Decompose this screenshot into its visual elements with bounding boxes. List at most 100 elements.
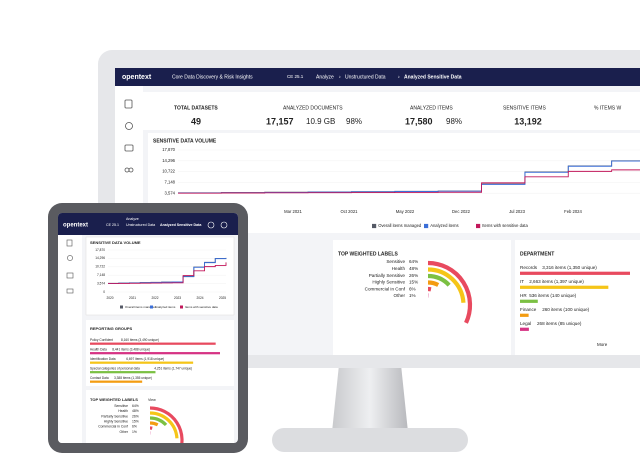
y-tick-label: 17,870 (95, 248, 105, 252)
icon[interactable] (66, 239, 73, 247)
legend-label: Analyzed items (155, 305, 176, 309)
x-tick-label: 2023 (174, 296, 181, 300)
icon[interactable] (66, 288, 74, 294)
icon[interactable] (67, 255, 73, 261)
x-tick-label: Feb 2024 (564, 209, 582, 214)
labels-panel (333, 240, 511, 355)
tablet-app: opentext CE 25.1 Analyze Unstructured Da… (58, 213, 238, 443)
legend-swatch (180, 305, 183, 309)
row-detail: 8,160 items (3,490 unique) (121, 338, 159, 342)
panel-title: DEPARTMENT (520, 251, 554, 257)
stat-value: 49 (191, 116, 201, 126)
label-name: Sensitive (114, 404, 128, 408)
icon[interactable] (124, 144, 134, 152)
view-link[interactable]: View (148, 398, 156, 402)
stat-label: % ITEMS W (594, 105, 622, 111)
stats-row (143, 92, 640, 130)
row-detail: 3,388 items (1,355 unique) (114, 376, 152, 380)
row-name: HR (520, 293, 527, 298)
y-tick-label: 14,296 (162, 158, 175, 163)
y-tick-label: 10,722 (162, 169, 175, 174)
row-detail: 8,441 items (3,488 unique) (112, 347, 150, 351)
icon[interactable] (128, 167, 134, 173)
row-bar (90, 361, 194, 364)
header-bar (115, 68, 640, 86)
row-bar (520, 327, 529, 331)
row-name: Policy Confident (90, 338, 113, 342)
x-tick-label: 2025 (219, 296, 226, 300)
legend-swatch (150, 305, 153, 309)
label-name: Commercial in Conf (98, 425, 128, 429)
stat-extra: 98% (346, 117, 362, 126)
stat-label: SENSITIVE ITEMS (503, 105, 546, 111)
breadcrumb: Analyzed Sensitive Data (404, 74, 462, 80)
row-name: Special categories of personal data (90, 366, 140, 370)
row-bar (520, 285, 609, 289)
row-name: Legal (520, 321, 531, 326)
header-bar (58, 213, 238, 235)
icon[interactable] (124, 99, 133, 109)
legend-label: Analyzed items (430, 223, 458, 228)
label-value: 64% (132, 404, 139, 408)
x-tick-label: 2020 (106, 296, 113, 300)
label-value: 1% (132, 430, 137, 434)
separator: › (398, 74, 400, 80)
y-tick-label: 10,722 (95, 265, 105, 269)
stat-value: 17,157 (266, 116, 294, 126)
label-name: Other (120, 430, 129, 434)
label-value: 48% (409, 266, 418, 271)
label-value: 6% (409, 286, 416, 291)
x-tick-label: Mar 2021 (284, 209, 302, 214)
icon[interactable] (66, 272, 74, 279)
department-panel (515, 240, 640, 355)
user-icon[interactable] (220, 221, 228, 229)
x-tick-label: Dec 2022 (452, 209, 471, 214)
row-detail: 3,316 items (1,350 unique) (542, 265, 597, 270)
radial-bar (149, 416, 168, 427)
x-tick-label: 2021 (129, 296, 136, 300)
breadcrumb[interactable]: Analyze (126, 217, 139, 221)
label-value: 15% (409, 280, 418, 285)
icon[interactable] (125, 122, 133, 130)
x-tick-label: Jul 2023 (509, 209, 526, 214)
row-name: Finance (520, 307, 537, 312)
label-name: Sensitive (386, 259, 405, 264)
y-tick-label: 17,870 (162, 147, 175, 152)
series-line (108, 262, 227, 284)
y-tick-label: 14,296 (95, 256, 105, 260)
breadcrumb[interactable]: Unstructured Data (345, 74, 386, 80)
chart-title: SENSITIVE DATA VOLUME (90, 240, 141, 245)
breadcrumb[interactable]: Analyze (316, 74, 334, 80)
row-name: Records (520, 265, 538, 270)
label-name: Partially Sensitive (101, 414, 128, 418)
row-bar (520, 313, 529, 317)
stat-label: ANALYZED ITEMS (410, 105, 453, 111)
row-bar (90, 371, 156, 374)
label-name: Partially Sensitive (369, 273, 406, 278)
legend-swatch (372, 223, 377, 229)
radial-bar (427, 280, 440, 287)
row-name: Health Data (90, 347, 107, 351)
row-detail: 536 items (140 unique) (529, 293, 576, 298)
stat-value: 17,580 (405, 116, 433, 126)
help-icon[interactable] (207, 221, 215, 229)
x-tick-label: May 2022 (396, 209, 415, 214)
more-link[interactable]: More (597, 342, 608, 347)
label-value: 26% (132, 414, 139, 418)
label-name: Health (118, 409, 128, 413)
stat-extra: 98% (446, 117, 462, 126)
row-bar (90, 352, 220, 355)
legend-label: Overall items managed (378, 223, 422, 228)
product: Core Data Discovery & Risk Insights (172, 74, 253, 80)
label-name: Other (394, 293, 406, 298)
row-name: Identification Data (90, 357, 116, 361)
label-value: 26% (409, 273, 418, 278)
label-name: Health (392, 266, 406, 271)
label-value: 15% (132, 419, 139, 423)
sidebar (58, 235, 82, 443)
row-name: IT (520, 279, 524, 284)
y-tick-label: 0 (103, 290, 105, 294)
breadcrumb[interactable]: Unstructured Data (126, 223, 155, 227)
stat-label[interactable]: TOTAL DATASETS (174, 105, 218, 111)
